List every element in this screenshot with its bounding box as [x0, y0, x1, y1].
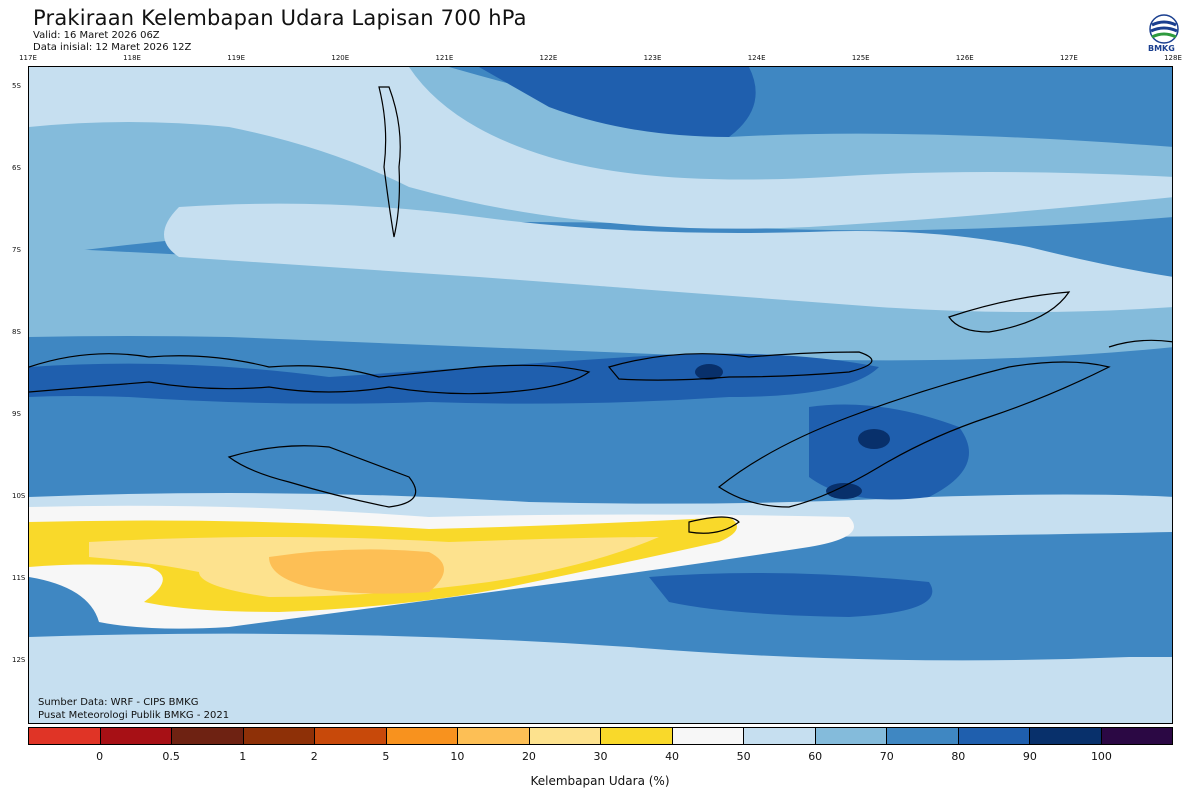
- coast-sumbawa-lombok: [29, 353, 591, 395]
- band-60-mid: [164, 203, 1172, 312]
- coast-wetar: [948, 291, 1071, 333]
- coast-sumba: [227, 445, 417, 508]
- band-100-patch-b: [826, 483, 862, 499]
- valid-time: Valid: 16 Maret 2026 06Z: [33, 30, 160, 41]
- band-90-islands: [29, 353, 879, 404]
- legend-swatch: [172, 728, 244, 744]
- lon-label: 119E: [227, 54, 246, 62]
- lon-label: 125E: [851, 54, 870, 62]
- lon-label: 128E: [1164, 54, 1182, 62]
- lon-label: 126E: [955, 54, 974, 62]
- legend-tick: 30: [593, 750, 608, 763]
- legend-swatch: [815, 728, 887, 744]
- lon-label: 123E: [643, 54, 662, 62]
- lat-label: 7S: [12, 246, 21, 254]
- lon-label: 118E: [123, 54, 141, 62]
- lon-label: 117E: [19, 54, 37, 62]
- legend-swatch: [458, 728, 530, 744]
- lat-label: 9S: [12, 410, 21, 418]
- coast-sulawesi-tip: [378, 86, 401, 238]
- legend-swatch: [243, 728, 315, 744]
- legend-tick: 80: [951, 750, 966, 763]
- lat-label: 11S: [12, 574, 26, 582]
- lon-label: 121E: [435, 54, 454, 62]
- legend-tick: 1: [239, 750, 247, 763]
- band-60-bottom: [29, 633, 1172, 723]
- lon-label: 122E: [539, 54, 558, 62]
- lon-label: 127E: [1060, 54, 1078, 62]
- legend-tick: 70: [879, 750, 894, 763]
- legend-tick: 90: [1022, 750, 1037, 763]
- lon-label: 124E: [747, 54, 766, 62]
- legend-tick: 20: [521, 750, 536, 763]
- bmkg-logo-text: BMKG: [1148, 44, 1175, 53]
- legend-swatch: [29, 728, 101, 744]
- band-100-patch-c: [695, 364, 723, 380]
- humidity-map: [28, 66, 1173, 724]
- band-70-mid: [29, 247, 1172, 361]
- band-20-core: [269, 549, 444, 594]
- lon-label: 120E: [331, 54, 350, 62]
- band-60-north: [29, 67, 1172, 229]
- legend-swatch: [601, 728, 673, 744]
- legend-title: Kelembapan Udara (%): [530, 774, 670, 788]
- legend-swatch: [315, 728, 387, 744]
- coast-flores: [607, 351, 873, 381]
- legend-tick: 100: [1090, 750, 1112, 763]
- legend-swatch: [744, 728, 816, 744]
- legend-swatch: [1101, 728, 1172, 744]
- lat-label: 6S: [12, 164, 21, 172]
- legend-swatch: [529, 728, 601, 744]
- legend-tick: 50: [736, 750, 751, 763]
- legend-swatch: [672, 728, 744, 744]
- initial-time: Data inisial: 12 Maret 2026 12Z: [33, 42, 192, 53]
- legend-tick: 40: [665, 750, 680, 763]
- legend-swatch: [887, 728, 959, 744]
- humidity-map-canvas: [29, 67, 1172, 723]
- lat-label: 10S: [12, 492, 26, 500]
- legend-swatch: [100, 728, 172, 744]
- bmkg-logo-icon: [1149, 14, 1179, 44]
- band-90-south: [649, 573, 933, 617]
- map-title: Prakiraan Kelembapan Udara Lapisan 700 h…: [33, 6, 527, 30]
- coast-alor: [1108, 339, 1172, 348]
- band-100-patch-a: [858, 429, 890, 449]
- legend-tick: 60: [808, 750, 823, 763]
- lat-label: 12S: [12, 656, 26, 664]
- legend-tick: 5: [382, 750, 390, 763]
- legend-colorbar: [28, 727, 1173, 745]
- legend-tick: 0: [96, 750, 104, 763]
- band-90-timor: [809, 404, 969, 500]
- legend-tick: 2: [310, 750, 318, 763]
- band-90-north: [479, 67, 756, 137]
- legend-tick: 10: [450, 750, 465, 763]
- legend-swatch: [958, 728, 1030, 744]
- coast-timor: [717, 361, 1111, 508]
- lat-label: 5S: [12, 82, 21, 90]
- data-source: Sumber Data: WRF - CIPS BMKG: [38, 697, 199, 708]
- legend-swatch: [1030, 728, 1102, 744]
- coast-rote: [688, 516, 740, 534]
- legend-swatch: [386, 728, 458, 744]
- publisher: Pusat Meteorologi Publik BMKG - 2021: [38, 710, 230, 721]
- legend-tick: 0.5: [162, 750, 180, 763]
- lat-label: 8S: [12, 328, 21, 336]
